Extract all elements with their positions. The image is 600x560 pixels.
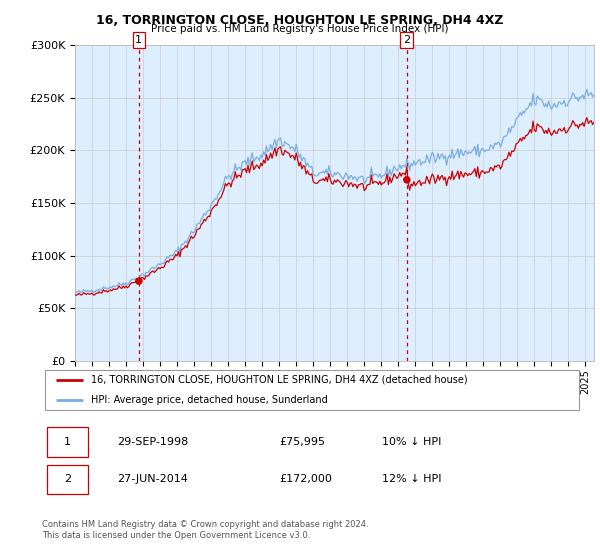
Bar [47,427,88,456]
Point [134,277,143,286]
Text: £75,995: £75,995 [280,437,326,447]
Text: £172,000: £172,000 [280,474,332,484]
Text: 2: 2 [64,474,71,484]
Text: 29-SEP-1998: 29-SEP-1998 [118,437,189,447]
Text: Contains HM Land Registry data © Crown copyright and database right 2024.: Contains HM Land Registry data © Crown c… [42,520,368,529]
Text: HPI: Average price, detached house, Sunderland: HPI: Average price, detached house, Sund… [91,395,328,405]
Point [402,175,412,184]
Bar [47,465,88,494]
Text: This data is licensed under the Open Government Licence v3.0.: This data is licensed under the Open Gov… [42,531,310,540]
Text: 12% ↓ HPI: 12% ↓ HPI [382,474,442,484]
Text: Price paid vs. HM Land Registry's House Price Index (HPI): Price paid vs. HM Land Registry's House … [151,24,449,34]
Text: 16, TORRINGTON CLOSE, HOUGHTON LE SPRING, DH4 4XZ: 16, TORRINGTON CLOSE, HOUGHTON LE SPRING… [96,14,504,27]
Text: 10% ↓ HPI: 10% ↓ HPI [382,437,442,447]
Text: 16, TORRINGTON CLOSE, HOUGHTON LE SPRING, DH4 4XZ (detached house): 16, TORRINGTON CLOSE, HOUGHTON LE SPRING… [91,375,467,385]
Text: 1: 1 [64,437,71,447]
Text: 2: 2 [403,35,410,45]
Text: 27-JUN-2014: 27-JUN-2014 [118,474,188,484]
Text: 1: 1 [136,35,142,45]
